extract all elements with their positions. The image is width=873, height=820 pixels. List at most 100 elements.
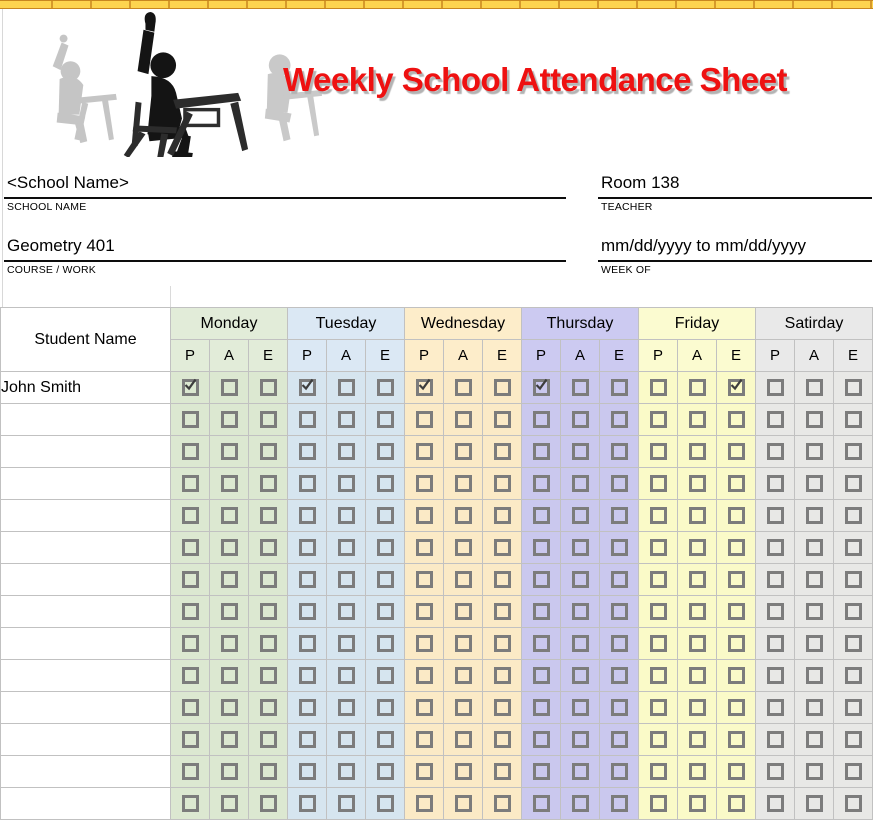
attendance-checkbox-monday-a[interactable]: [220, 762, 238, 780]
attendance-checkbox-satirday-e[interactable]: [844, 634, 862, 652]
attendance-checkbox-tuesday-p[interactable]: [298, 698, 316, 716]
attendance-checkbox-monday-e[interactable]: [259, 666, 277, 684]
attendance-checkbox-tuesday-e[interactable]: [376, 634, 394, 652]
attendance-checkbox-tuesday-a[interactable]: [337, 506, 355, 524]
attendance-checkbox-satirday-p[interactable]: [766, 666, 784, 684]
attendance-checkbox-friday-a[interactable]: [688, 730, 706, 748]
attendance-checkbox-monday-p[interactable]: [181, 538, 199, 556]
attendance-checkbox-monday-p[interactable]: [181, 794, 199, 812]
attendance-checkbox-tuesday-a[interactable]: [337, 538, 355, 556]
attendance-checkbox-monday-p[interactable]: [181, 666, 199, 684]
attendance-checkbox-thursday-e[interactable]: [610, 474, 628, 492]
attendance-checkbox-satirday-a[interactable]: [805, 442, 823, 460]
attendance-checkbox-monday-p[interactable]: [181, 570, 199, 588]
attendance-checkbox-wednesday-a[interactable]: [454, 730, 472, 748]
attendance-checkbox-thursday-e[interactable]: [610, 378, 628, 396]
attendance-checkbox-satirday-a[interactable]: [805, 602, 823, 620]
attendance-checkbox-friday-a[interactable]: [688, 570, 706, 588]
attendance-checkbox-satirday-p[interactable]: [766, 442, 784, 460]
attendance-checkbox-wednesday-e[interactable]: [493, 442, 511, 460]
attendance-checkbox-wednesday-p[interactable]: [415, 538, 433, 556]
attendance-checkbox-tuesday-p[interactable]: [298, 666, 316, 684]
attendance-checkbox-wednesday-a[interactable]: [454, 538, 472, 556]
attendance-checkbox-tuesday-e[interactable]: [376, 410, 394, 428]
attendance-checkbox-monday-e[interactable]: [259, 602, 277, 620]
attendance-checkbox-wednesday-a[interactable]: [454, 506, 472, 524]
attendance-checkbox-tuesday-p[interactable]: [298, 794, 316, 812]
attendance-checkbox-tuesday-a[interactable]: [337, 730, 355, 748]
attendance-checkbox-satirday-e[interactable]: [844, 506, 862, 524]
attendance-checkbox-thursday-a[interactable]: [571, 794, 589, 812]
teacher-value[interactable]: Room 138: [598, 172, 872, 199]
attendance-checkbox-wednesday-p[interactable]: [415, 698, 433, 716]
student-name-cell[interactable]: [0, 467, 171, 500]
attendance-checkbox-wednesday-p[interactable]: [415, 506, 433, 524]
attendance-checkbox-thursday-a[interactable]: [571, 410, 589, 428]
attendance-checkbox-satirday-e[interactable]: [844, 570, 862, 588]
attendance-checkbox-satirday-a[interactable]: [805, 634, 823, 652]
week-of-value[interactable]: mm/dd/yyyy to mm/dd/yyyy: [598, 235, 872, 262]
attendance-checkbox-satirday-a[interactable]: [805, 474, 823, 492]
attendance-checkbox-friday-e[interactable]: [727, 762, 745, 780]
attendance-checkbox-friday-p[interactable]: [649, 538, 667, 556]
attendance-checkbox-thursday-e[interactable]: [610, 666, 628, 684]
attendance-checkbox-friday-e[interactable]: [727, 442, 745, 460]
attendance-checkbox-wednesday-a[interactable]: [454, 666, 472, 684]
attendance-checkbox-satirday-e[interactable]: [844, 762, 862, 780]
student-name-cell[interactable]: [0, 563, 171, 596]
attendance-checkbox-thursday-e[interactable]: [610, 762, 628, 780]
attendance-checkbox-friday-e[interactable]: [727, 538, 745, 556]
attendance-checkbox-thursday-e[interactable]: [610, 698, 628, 716]
attendance-checkbox-wednesday-p[interactable]: [415, 474, 433, 492]
attendance-checkbox-wednesday-p[interactable]: [415, 570, 433, 588]
attendance-checkbox-thursday-p[interactable]: [532, 762, 550, 780]
attendance-checkbox-satirday-a[interactable]: [805, 538, 823, 556]
attendance-checkbox-thursday-a[interactable]: [571, 698, 589, 716]
attendance-checkbox-monday-a[interactable]: [220, 442, 238, 460]
attendance-checkbox-friday-e[interactable]: [727, 698, 745, 716]
attendance-checkbox-monday-a[interactable]: [220, 794, 238, 812]
attendance-checkbox-satirday-p[interactable]: [766, 570, 784, 588]
attendance-checkbox-thursday-p[interactable]: [532, 602, 550, 620]
attendance-checkbox-thursday-e[interactable]: [610, 410, 628, 428]
attendance-checkbox-tuesday-e[interactable]: [376, 538, 394, 556]
attendance-checkbox-tuesday-e[interactable]: [376, 378, 394, 396]
attendance-checkbox-thursday-a[interactable]: [571, 570, 589, 588]
attendance-checkbox-wednesday-e[interactable]: [493, 378, 511, 396]
attendance-checkbox-friday-a[interactable]: [688, 474, 706, 492]
attendance-checkbox-wednesday-e[interactable]: [493, 570, 511, 588]
attendance-checkbox-monday-e[interactable]: [259, 730, 277, 748]
attendance-checkbox-monday-e[interactable]: [259, 474, 277, 492]
attendance-checkbox-monday-e[interactable]: [259, 570, 277, 588]
course-value[interactable]: Geometry 401: [4, 235, 566, 262]
attendance-checkbox-wednesday-p[interactable]: [415, 378, 433, 396]
attendance-checkbox-monday-p[interactable]: [181, 410, 199, 428]
attendance-checkbox-satirday-e[interactable]: [844, 410, 862, 428]
student-name-cell[interactable]: [0, 755, 171, 788]
attendance-checkbox-thursday-a[interactable]: [571, 634, 589, 652]
attendance-checkbox-wednesday-p[interactable]: [415, 794, 433, 812]
attendance-checkbox-satirday-e[interactable]: [844, 378, 862, 396]
attendance-checkbox-wednesday-e[interactable]: [493, 698, 511, 716]
attendance-checkbox-monday-a[interactable]: [220, 378, 238, 396]
attendance-checkbox-tuesday-p[interactable]: [298, 730, 316, 748]
attendance-checkbox-satirday-p[interactable]: [766, 762, 784, 780]
attendance-checkbox-thursday-e[interactable]: [610, 634, 628, 652]
student-name-cell[interactable]: [0, 531, 171, 564]
attendance-checkbox-tuesday-a[interactable]: [337, 794, 355, 812]
attendance-checkbox-tuesday-e[interactable]: [376, 730, 394, 748]
attendance-checkbox-wednesday-e[interactable]: [493, 410, 511, 428]
attendance-checkbox-thursday-e[interactable]: [610, 538, 628, 556]
attendance-checkbox-tuesday-a[interactable]: [337, 410, 355, 428]
attendance-checkbox-satirday-a[interactable]: [805, 762, 823, 780]
attendance-checkbox-wednesday-a[interactable]: [454, 410, 472, 428]
attendance-checkbox-monday-a[interactable]: [220, 602, 238, 620]
attendance-checkbox-tuesday-e[interactable]: [376, 442, 394, 460]
attendance-checkbox-friday-a[interactable]: [688, 506, 706, 524]
attendance-checkbox-thursday-a[interactable]: [571, 538, 589, 556]
attendance-checkbox-satirday-e[interactable]: [844, 698, 862, 716]
attendance-checkbox-friday-p[interactable]: [649, 730, 667, 748]
attendance-checkbox-wednesday-a[interactable]: [454, 762, 472, 780]
attendance-checkbox-thursday-p[interactable]: [532, 538, 550, 556]
attendance-checkbox-friday-e[interactable]: [727, 666, 745, 684]
